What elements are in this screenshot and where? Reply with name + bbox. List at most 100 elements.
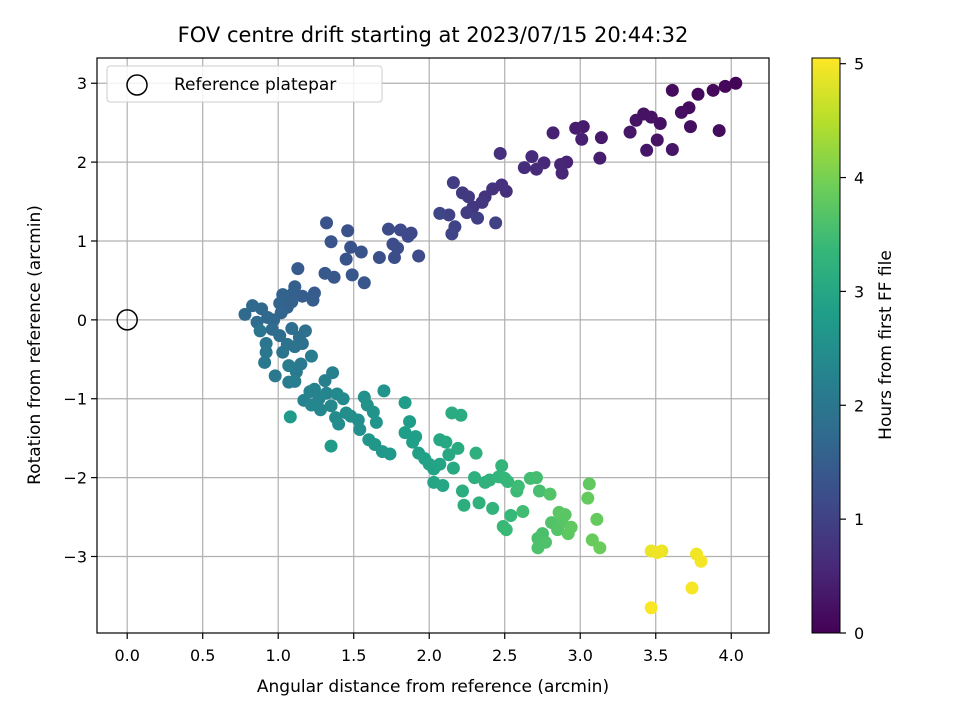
data-point bbox=[344, 240, 358, 254]
data-point bbox=[336, 392, 350, 406]
data-point bbox=[372, 251, 386, 265]
data-point bbox=[446, 176, 460, 190]
data-point bbox=[501, 475, 515, 489]
data-point bbox=[685, 581, 699, 595]
data-point bbox=[593, 151, 607, 165]
legend-box bbox=[106, 65, 383, 103]
data-point bbox=[324, 399, 338, 413]
data-point bbox=[495, 459, 509, 473]
data-point bbox=[499, 523, 513, 537]
data-point bbox=[303, 385, 317, 399]
data-point bbox=[357, 276, 371, 290]
data-point bbox=[489, 216, 503, 230]
data-point bbox=[457, 498, 471, 512]
data-point bbox=[298, 324, 312, 338]
data-point bbox=[332, 417, 346, 431]
data-point bbox=[366, 405, 380, 419]
data-point bbox=[324, 235, 338, 249]
data-point bbox=[694, 554, 708, 568]
data-point bbox=[313, 403, 327, 417]
data-point bbox=[511, 479, 525, 493]
colorbar-tick-label: 0 bbox=[854, 624, 864, 643]
data-point bbox=[445, 227, 459, 241]
x-tick-label: 2.5 bbox=[492, 646, 517, 665]
data-point bbox=[451, 441, 465, 455]
reference-marker bbox=[116, 309, 138, 331]
data-point bbox=[369, 415, 383, 429]
data-point bbox=[504, 508, 518, 522]
data-point bbox=[555, 166, 569, 180]
data-point bbox=[644, 601, 658, 615]
colorbar-tick-label: 4 bbox=[854, 169, 864, 188]
data-point bbox=[629, 113, 643, 127]
data-point bbox=[320, 386, 334, 400]
x-tick-label: 2.0 bbox=[416, 646, 441, 665]
colorbar-tick-label: 3 bbox=[854, 282, 864, 301]
legend-label: Reference platepar bbox=[174, 75, 336, 95]
data-point bbox=[285, 322, 299, 336]
y-tick-label: 0 bbox=[77, 311, 87, 330]
x-tick-label: 3.0 bbox=[568, 646, 593, 665]
data-point bbox=[320, 216, 334, 230]
data-point bbox=[590, 512, 604, 526]
data-point bbox=[468, 471, 482, 485]
data-point bbox=[304, 349, 318, 363]
data-point bbox=[387, 251, 401, 265]
data-point bbox=[718, 79, 732, 93]
x-tick-label: 1.5 bbox=[341, 646, 366, 665]
x-axis-label: Angular distance from reference (arcmin) bbox=[257, 677, 609, 697]
data-points bbox=[238, 76, 743, 615]
data-point bbox=[398, 396, 412, 410]
data-point bbox=[665, 83, 679, 97]
data-point bbox=[291, 262, 305, 276]
data-point bbox=[575, 132, 589, 146]
data-point bbox=[640, 143, 654, 157]
data-point bbox=[258, 355, 272, 369]
data-point bbox=[409, 430, 423, 444]
y-tick-label: −2 bbox=[63, 469, 87, 488]
data-point bbox=[306, 293, 320, 307]
x-tick-label: 1.0 bbox=[265, 646, 290, 665]
colorbar-label: Hours from first FF file bbox=[876, 250, 896, 440]
data-point bbox=[433, 457, 447, 471]
colorbar bbox=[811, 57, 841, 634]
data-point bbox=[436, 479, 450, 493]
data-point bbox=[273, 329, 287, 343]
data-point bbox=[446, 461, 460, 475]
y-tick-label: −1 bbox=[63, 390, 87, 409]
data-point bbox=[394, 223, 408, 237]
data-point bbox=[454, 408, 468, 422]
data-point bbox=[539, 535, 553, 549]
data-point bbox=[345, 268, 359, 282]
data-point bbox=[455, 186, 469, 200]
data-point bbox=[529, 471, 543, 485]
data-point bbox=[282, 359, 296, 373]
legend: Reference platepar bbox=[106, 65, 383, 103]
data-point bbox=[525, 150, 539, 164]
x-tick-label: 0.5 bbox=[190, 646, 215, 665]
data-point bbox=[650, 546, 664, 560]
data-point bbox=[706, 83, 720, 97]
y-tick-label: 2 bbox=[77, 153, 87, 172]
colorbar-tick-label: 5 bbox=[854, 55, 864, 74]
y-axis-ticks: −3 −2 −1 0 1 2 3 bbox=[63, 74, 97, 566]
data-point bbox=[683, 120, 697, 134]
data-point bbox=[268, 369, 282, 383]
data-point bbox=[517, 161, 531, 175]
data-point bbox=[398, 426, 412, 440]
data-point bbox=[341, 224, 355, 238]
data-point bbox=[486, 501, 500, 515]
colorbar-tick-label: 2 bbox=[854, 396, 864, 415]
legend-open-circle-icon bbox=[126, 74, 148, 96]
grid-lines bbox=[97, 58, 769, 633]
data-point bbox=[412, 249, 426, 263]
reference-platepar-point bbox=[116, 309, 138, 331]
y-axis-label: Rotation from reference (arcmin) bbox=[25, 205, 45, 485]
data-point bbox=[674, 105, 688, 119]
data-point bbox=[439, 435, 453, 449]
data-point bbox=[469, 446, 483, 460]
data-point bbox=[581, 491, 595, 505]
y-tick-label: 3 bbox=[77, 74, 87, 93]
data-point bbox=[238, 307, 252, 321]
